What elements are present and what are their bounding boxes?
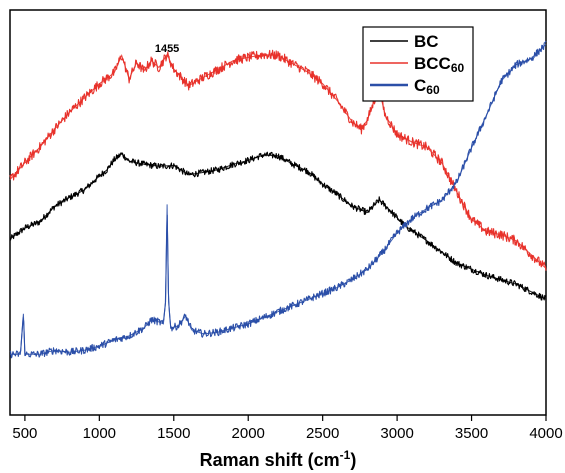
peak-annotation: 1455 <box>155 43 179 55</box>
x-axis-title-suffix: ) <box>350 450 356 470</box>
series-anchor-line-c60 <box>10 44 547 355</box>
series-line-c60 <box>9 40 547 359</box>
x-axis-ticks: 500 1000 1500 2000 2500 3000 3500 4000 <box>12 415 563 442</box>
x-tick-label: 1000 <box>83 425 116 442</box>
series-line-bc <box>9 151 547 301</box>
x-tick-label: 4000 <box>529 425 562 442</box>
plot-frame <box>9 9 547 416</box>
x-tick-label: 2000 <box>232 425 265 442</box>
series-anchor-line-bc <box>9 153 547 300</box>
x-tick-label: 3000 <box>380 425 413 442</box>
x-tick-label: 500 <box>12 425 37 442</box>
x-tick-label: 1500 <box>157 425 190 442</box>
series-layer <box>9 40 547 359</box>
series-anchor-line-bcc60 <box>9 53 547 269</box>
x-axis-title-main: Raman shift (cm <box>200 450 340 470</box>
x-axis-title: Raman shift (cm-1) <box>200 448 357 470</box>
annotations: 1455 <box>155 43 179 55</box>
x-tick-label: 2500 <box>306 425 339 442</box>
legend-label-c60: C60 <box>414 76 440 97</box>
x-tick-label: 3500 <box>455 425 488 442</box>
x-axis-title-superscript: -1 <box>340 448 351 462</box>
plot-area: 500 1000 1500 2000 2500 3000 3500 4000 1455 <box>9 9 563 442</box>
legend-box <box>362 26 474 102</box>
legend-label-bc: BC <box>414 32 439 51</box>
legend-label-bcc60: BCC60 <box>414 54 465 75</box>
